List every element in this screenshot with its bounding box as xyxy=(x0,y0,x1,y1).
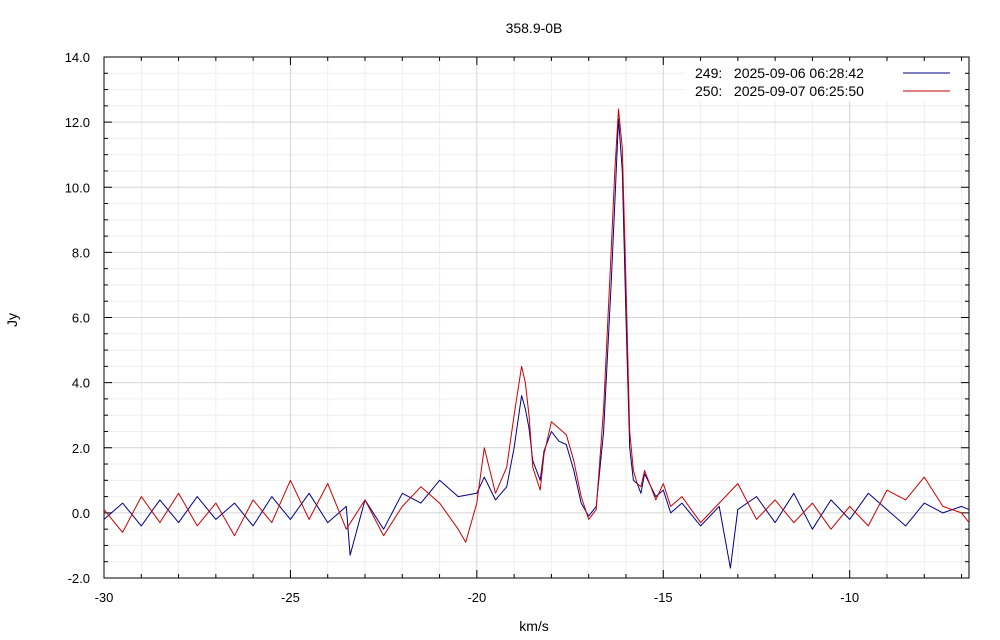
y-tick-label: 12.0 xyxy=(65,115,90,130)
x-tick-label: -20 xyxy=(467,590,486,605)
series-line-250 xyxy=(103,108,970,543)
x-tick-label: -25 xyxy=(281,590,300,605)
x-tick-label: -15 xyxy=(654,590,673,605)
x-tick-label: -10 xyxy=(840,590,859,605)
series-line-249 xyxy=(103,118,970,569)
y-tick-label: 6.0 xyxy=(72,311,90,326)
y-tick-label: 2.0 xyxy=(72,441,90,456)
legend-label-249: 249: 2025-09-06 06:28:42 xyxy=(695,65,864,81)
x-axis-title: km/s xyxy=(519,618,549,634)
y-tick-label: 10.0 xyxy=(65,180,90,195)
major-grid xyxy=(103,56,969,579)
x-tick-labels: -30 -25 -20 -15 -10 xyxy=(95,590,859,605)
y-axis-title: Jy xyxy=(4,313,20,327)
series-layer xyxy=(103,108,970,569)
legend: 249: 2025-09-06 06:28:42 250: 2025-09-07… xyxy=(685,61,965,101)
legend-background xyxy=(685,61,965,101)
y-tick-labels: -2.0 0.0 2.0 4.0 6.0 8.0 10.0 12.0 14.0 xyxy=(65,50,90,586)
y-tick-label: 8.0 xyxy=(72,245,90,260)
y-tick-label: 0.0 xyxy=(72,506,90,521)
y-tick-label: 4.0 xyxy=(72,376,90,391)
axis-ticks xyxy=(103,56,969,579)
x-tick-label: -30 xyxy=(95,590,114,605)
legend-label-250: 250: 2025-09-07 06:25:50 xyxy=(695,83,864,99)
y-tick-label: 14.0 xyxy=(65,50,90,65)
y-tick-label: -2.0 xyxy=(68,571,90,586)
chart-title: 358.9-0B xyxy=(506,20,563,36)
